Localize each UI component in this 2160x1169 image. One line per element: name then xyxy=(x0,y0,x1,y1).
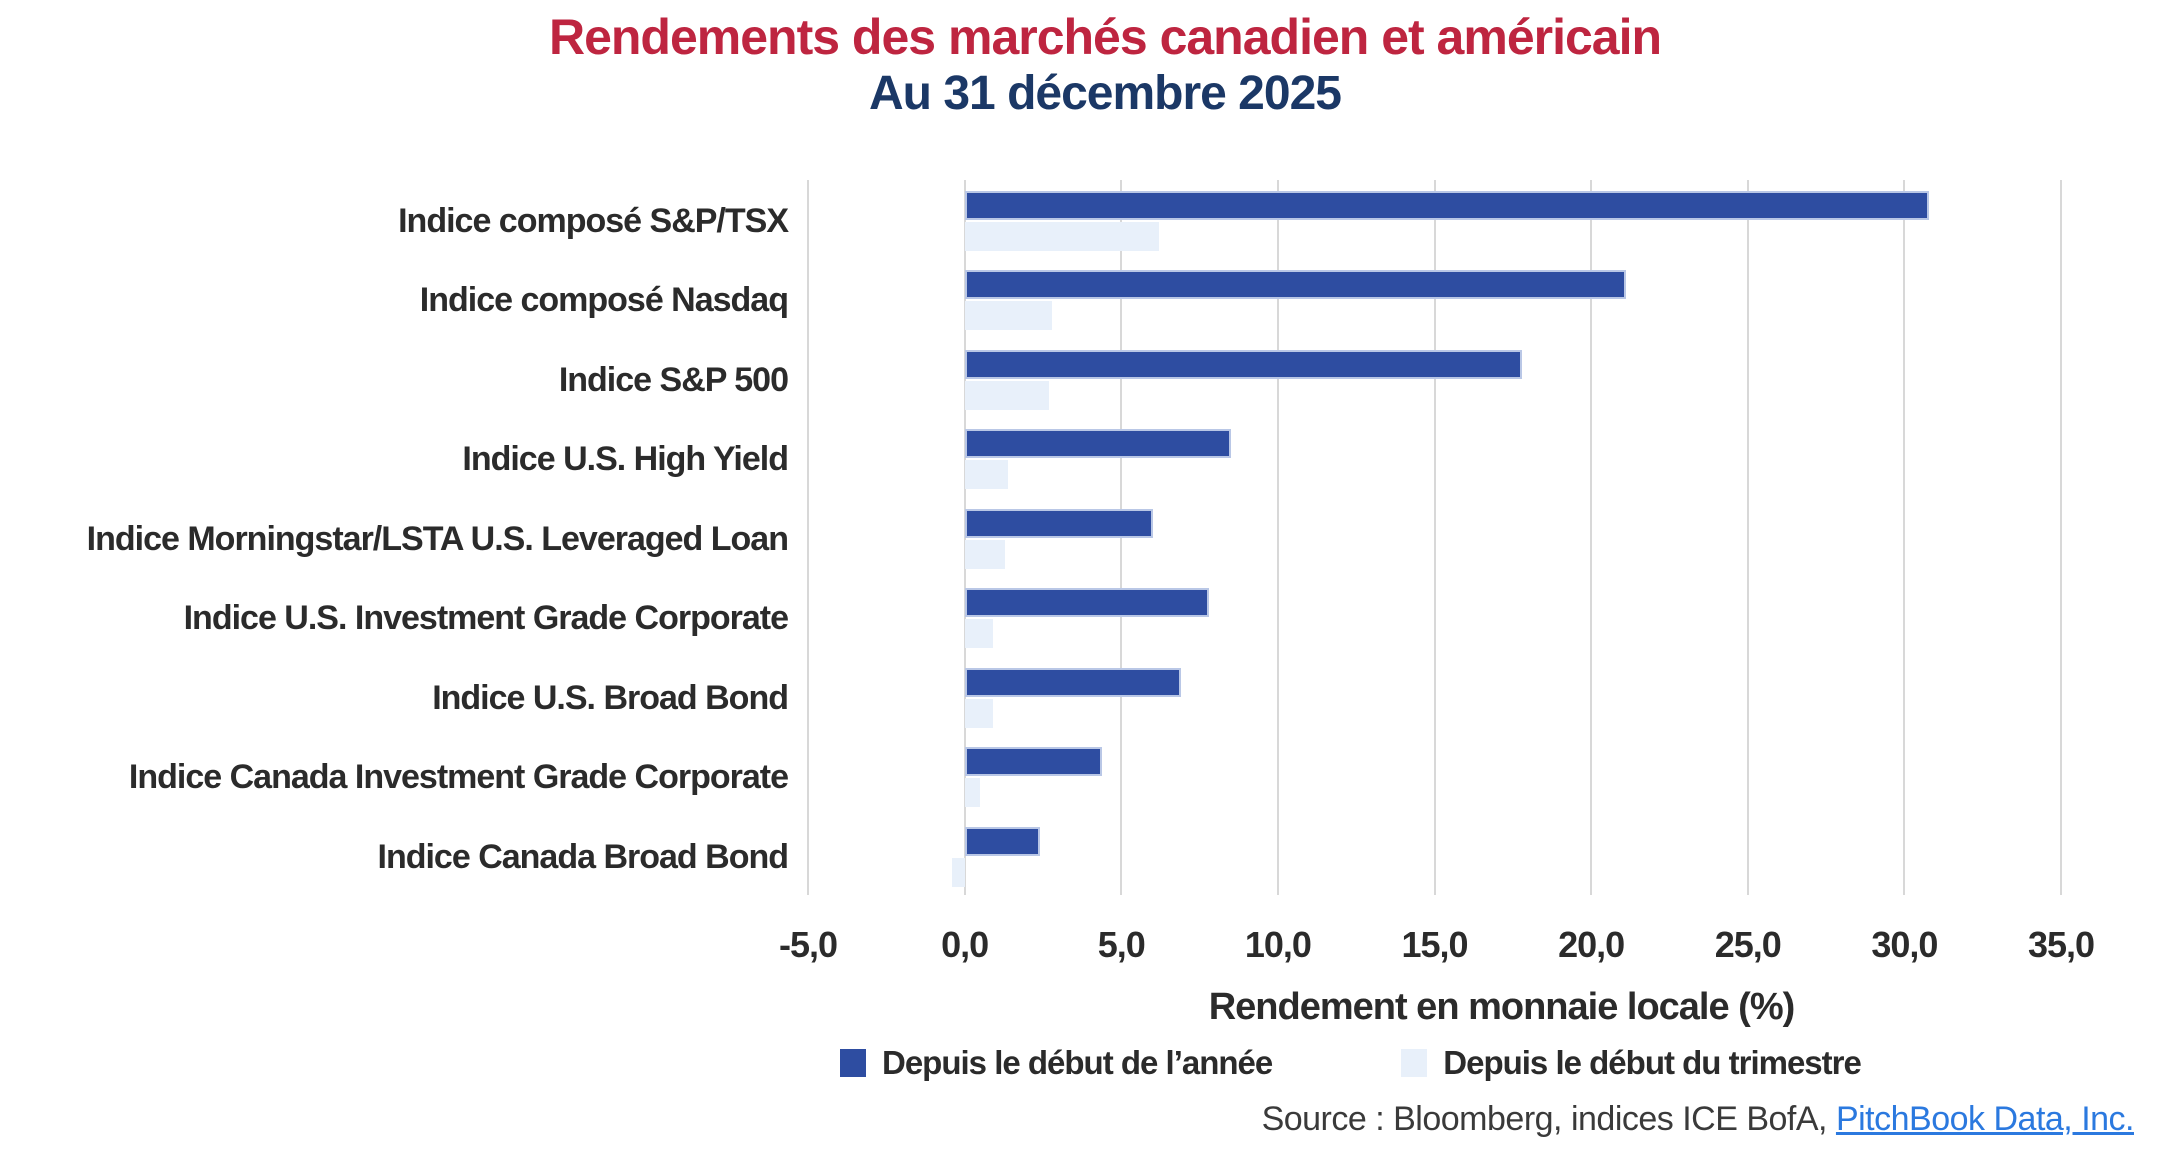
bar-qtd xyxy=(964,380,1050,410)
chart-title: Rendements des marchés canadien et améri… xyxy=(548,9,1662,65)
category-label: Indice U.S. High Yield xyxy=(462,440,789,479)
bar-qtd xyxy=(964,698,993,728)
category-label: Indice Canada Investment Grade Corporate xyxy=(128,758,789,797)
x-tick-label: 30,0 xyxy=(1871,924,1938,965)
legend-label-ytd: Depuis le début de l’année xyxy=(882,1044,1273,1081)
source-text: Source : Bloomberg, indices ICE BofA, xyxy=(1261,1100,1836,1138)
bar-qtd xyxy=(952,857,965,887)
category-label: Indice Morningstar/LSTA U.S. Leveraged L… xyxy=(86,519,789,558)
legend-label-qtd: Depuis le début du trimestre xyxy=(1443,1044,1862,1081)
bar-ytd xyxy=(964,747,1103,777)
category-label: Indice composé Nasdaq xyxy=(419,281,789,320)
category-label: Indice Canada Broad Bond xyxy=(377,837,790,876)
gridline-10 xyxy=(1276,180,1279,895)
bar-ytd xyxy=(964,429,1231,459)
x-tick-label: 15,0 xyxy=(1401,924,1468,965)
category-label: Indice U.S. Investment Grade Corporate xyxy=(183,599,789,638)
legend-swatch-qtd xyxy=(1401,1049,1428,1077)
x-tick-label: 35,0 xyxy=(2027,924,2095,965)
source-note: Source : Bloomberg, indices ICE BofA, Pi… xyxy=(1261,1100,2135,1139)
x-tick-label: 5,0 xyxy=(1097,924,1146,965)
bar-ytd xyxy=(964,667,1181,697)
bar-qtd xyxy=(964,460,1009,490)
gridline-25 xyxy=(1746,180,1749,895)
category-label: Indice S&P 500 xyxy=(558,360,789,399)
bar-ytd xyxy=(964,349,1523,379)
bar-ytd xyxy=(964,588,1209,618)
category-label: Indice U.S. Broad Bond xyxy=(432,678,789,717)
bar-ytd xyxy=(964,270,1626,300)
x-tick-label: 20,0 xyxy=(1558,924,1625,965)
bar-ytd xyxy=(964,508,1153,538)
bar-qtd xyxy=(964,222,1159,251)
legend-item-ytd: Depuis le début de l’année xyxy=(840,1044,1273,1082)
category-label: Indice composé S&P/TSX xyxy=(398,202,789,240)
gridline-15 xyxy=(1433,180,1436,895)
x-tick-label: 0,0 xyxy=(941,924,989,965)
gridline-20 xyxy=(1590,180,1593,895)
gridline--5 xyxy=(807,180,809,895)
source-link[interactable]: PitchBook Data, Inc. xyxy=(1835,1100,2135,1138)
gridline-30 xyxy=(1903,180,1906,895)
bar-qtd xyxy=(964,539,1006,569)
bar-qtd xyxy=(964,301,1053,331)
legend-item-qtd: Depuis le début du trimestre xyxy=(1401,1044,1862,1082)
chart-subtitle: Au 31 décembre 2025 xyxy=(869,67,1342,120)
x-axis-label: Rendement en monnaie locale (%) xyxy=(1208,986,1796,1028)
bar-ytd xyxy=(964,826,1040,856)
x-tick-label: 25,0 xyxy=(1714,924,1782,965)
x-tick-label: 10,0 xyxy=(1244,924,1312,965)
gridline-35 xyxy=(2060,180,2062,895)
bar-qtd xyxy=(964,619,993,649)
legend-swatch-ytd xyxy=(840,1049,866,1077)
bar-qtd xyxy=(964,778,981,808)
legend: Depuis le début de l’année Depuis le déb… xyxy=(840,1044,1862,1082)
bar-ytd xyxy=(964,191,1930,220)
x-tick-label: -5,0 xyxy=(778,924,838,965)
